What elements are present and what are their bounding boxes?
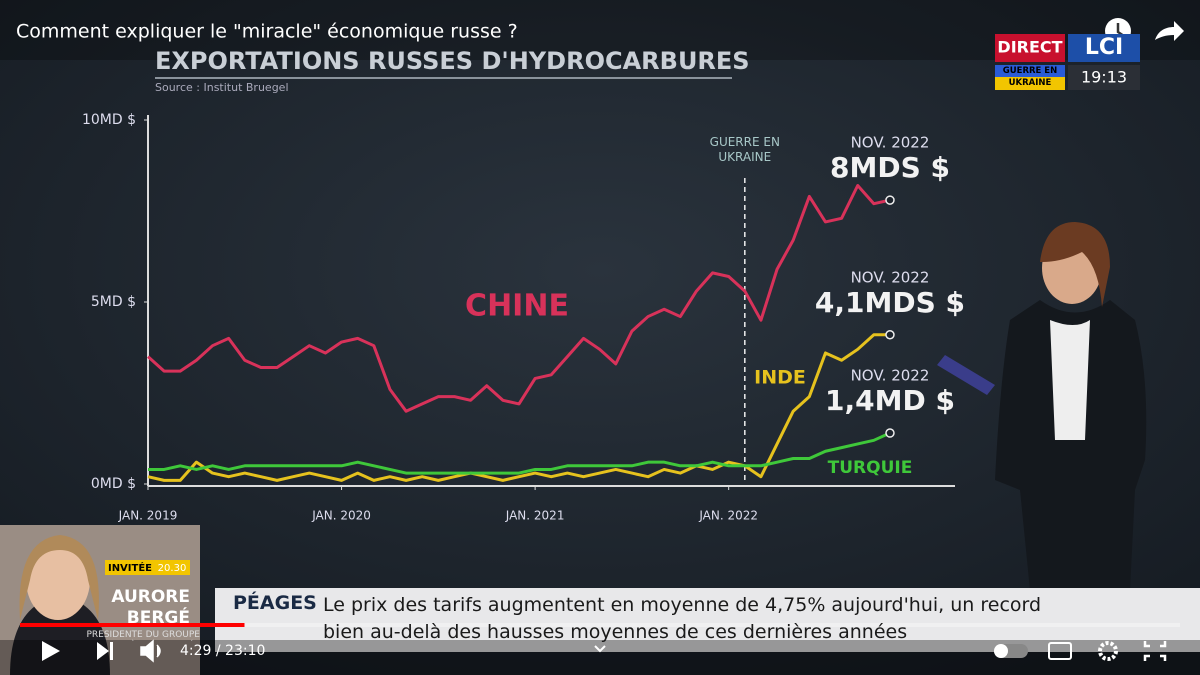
ticker-topic: PÉAGES xyxy=(233,592,317,614)
guest-role: PRÉSIDENTE DU GROUPE RENAISSANCE À L'ASS… xyxy=(86,630,200,640)
play-button[interactable] xyxy=(42,641,60,661)
series-line xyxy=(148,431,891,475)
series-label: INDE xyxy=(754,367,806,389)
autoplay-toggle[interactable] xyxy=(994,644,1028,658)
logo-text: LCI xyxy=(1085,35,1123,60)
end-value-label: 1,4MD $ xyxy=(825,384,955,417)
x-tick-label: JAN. 2021 xyxy=(505,509,565,523)
guest-last-name: BERGÉ xyxy=(127,606,190,628)
end-value-label: 4,1MDS $ xyxy=(815,286,965,319)
end-date-label: NOV. 2022 xyxy=(851,134,930,152)
settings-button[interactable] xyxy=(1098,641,1118,661)
time-display: 4:29 / 23:10 xyxy=(180,643,265,659)
channel-tag: GUERRE EN UKRAINE xyxy=(1002,66,1058,88)
clock: 19:13 xyxy=(1081,68,1127,87)
end-date-label: NOV. 2022 xyxy=(851,268,930,286)
y-tick-label: 0MD $ xyxy=(91,476,136,492)
volume-button[interactable] xyxy=(140,639,161,663)
subtitles-button[interactable] xyxy=(1048,642,1072,660)
guest-first-name: AURORE xyxy=(111,587,190,607)
progress-track[interactable] xyxy=(20,623,1180,627)
end-point xyxy=(885,330,895,340)
chart-subtitle: Source : Institut Bruegel xyxy=(155,81,289,94)
fullscreen-button[interactable] xyxy=(1143,641,1167,661)
channel-logo: DIRECT LCI 19:13 xyxy=(995,34,1140,90)
x-tick-label: JAN. 2022 xyxy=(698,509,758,523)
war-annotation: GUERRE EN UKRAINE xyxy=(709,135,780,164)
end-point xyxy=(885,428,895,438)
end-value-label: 8MDS $ xyxy=(830,151,950,184)
ticker-band xyxy=(215,588,1200,652)
presenter xyxy=(937,222,1147,590)
y-tick-label: 10MD $ xyxy=(82,112,136,128)
progress-played[interactable] xyxy=(20,623,245,627)
end-point xyxy=(885,195,895,205)
series-label: CHINE xyxy=(465,289,569,324)
chapters-toggle[interactable] xyxy=(594,645,606,653)
share-icon[interactable] xyxy=(1155,21,1184,41)
y-tick-label: 5MD $ xyxy=(91,294,136,310)
series-line xyxy=(146,184,891,413)
next-button[interactable] xyxy=(97,642,113,660)
chart-title: EXPORTATIONS RUSSES D'HYDROCARBURES xyxy=(155,47,750,75)
live-label: DIRECT xyxy=(997,38,1062,57)
guest-hour: 20.30 xyxy=(158,563,187,574)
ticker-text: Le prix des tarifs augmentent en moyenne… xyxy=(323,594,1042,643)
end-date-label: NOV. 2022 xyxy=(851,367,930,385)
x-tick-label: JAN. 2020 xyxy=(311,509,371,523)
x-tick-label: JAN. 2019 xyxy=(118,509,178,523)
series-label: TURQUIE xyxy=(828,458,913,478)
video-title: Comment expliquer le "miracle" économiqu… xyxy=(16,21,518,43)
guest-badge: INVITÉE xyxy=(108,561,152,574)
chart: EXPORTATIONS RUSSES D'HYDROCARBURES Sourc… xyxy=(82,47,965,523)
